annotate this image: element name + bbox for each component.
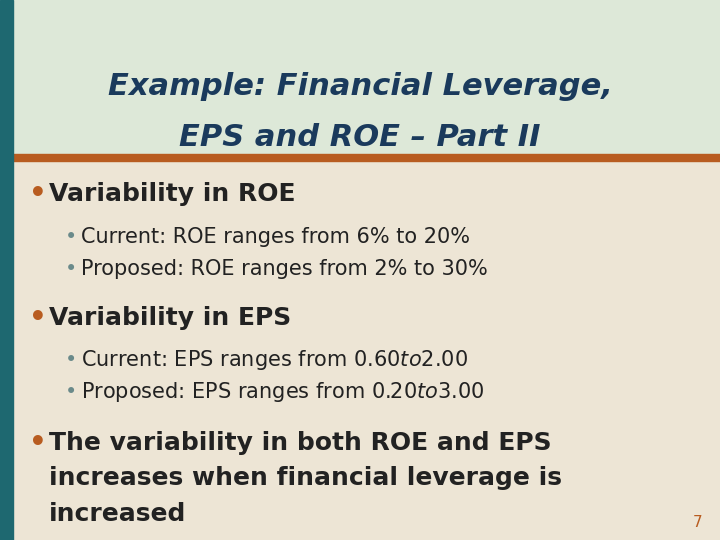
- Bar: [0, 0, 13, 540]
- Text: Variability in ROE: Variability in ROE: [49, 183, 295, 206]
- Text: Current: EPS ranges from $0.60 to $2.00: Current: EPS ranges from $0.60 to $2.00: [81, 348, 467, 372]
- Bar: [0, 0, 720, 154]
- Text: •: •: [65, 349, 77, 370]
- Text: increases when financial leverage is: increases when financial leverage is: [49, 467, 562, 490]
- Text: •: •: [29, 180, 47, 208]
- Text: Example: Financial Leverage,: Example: Financial Leverage,: [107, 72, 613, 101]
- Text: increased: increased: [49, 502, 186, 525]
- Text: •: •: [65, 259, 77, 279]
- Text: •: •: [29, 429, 47, 457]
- Text: •: •: [65, 226, 77, 247]
- Text: •: •: [65, 382, 77, 402]
- Text: 7: 7: [693, 515, 702, 530]
- Text: Variability in EPS: Variability in EPS: [49, 306, 291, 329]
- Text: The variability in both ROE and EPS: The variability in both ROE and EPS: [49, 431, 552, 455]
- Bar: [0, 154, 720, 161]
- Text: Current: ROE ranges from 6% to 20%: Current: ROE ranges from 6% to 20%: [81, 226, 469, 247]
- Text: Proposed: ROE ranges from 2% to 30%: Proposed: ROE ranges from 2% to 30%: [81, 259, 487, 279]
- Text: •: •: [29, 303, 47, 332]
- Text: Proposed: EPS ranges from $0.20 to $3.00: Proposed: EPS ranges from $0.20 to $3.00: [81, 380, 484, 404]
- Text: EPS and ROE – Part II: EPS and ROE – Part II: [179, 123, 541, 152]
